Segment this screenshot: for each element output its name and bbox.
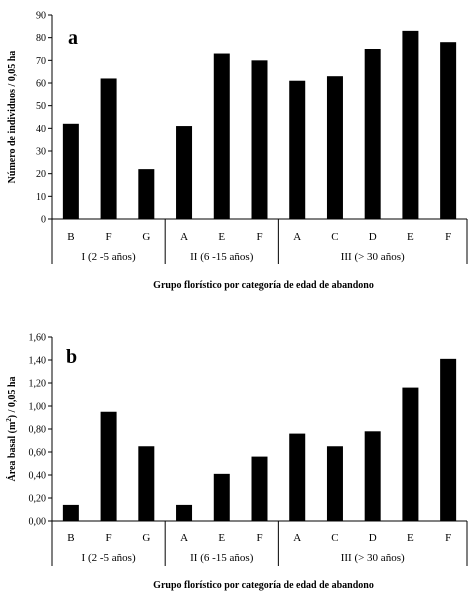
x-category-label: A [180, 532, 188, 544]
bar [289, 433, 306, 521]
y-tick-label: 1,60 [29, 333, 47, 344]
y-axis-title: Número de individuos / 0,05 ha [7, 51, 18, 184]
x-category-label: E [407, 532, 414, 544]
bar [62, 504, 79, 521]
x-category-label: E [218, 231, 225, 243]
bar [402, 387, 419, 521]
y-tick-label: 80 [36, 33, 46, 44]
chart-panel-a: 0 10 20 30 40 50 60 70 80 90 B F G A E F A C D E F I (2 -5 añ… [7, 11, 468, 291]
y-tick-label: 0,00 [29, 517, 47, 528]
bar [213, 53, 230, 220]
x-category-label: G [142, 231, 150, 243]
bar [364, 431, 381, 521]
x-category-label: F [445, 532, 451, 544]
y-tick-label: 40 [36, 124, 46, 135]
x-category-label: D [369, 532, 377, 544]
x-category-label: D [369, 231, 377, 243]
x-category-label: C [331, 532, 338, 544]
bar [213, 473, 230, 521]
y-tick-label: 0,40 [29, 471, 47, 482]
y-tick-label: 50 [36, 101, 46, 112]
x-category-label: B [67, 532, 74, 544]
x-category-label: F [256, 231, 262, 243]
x-group-label: III (> 30 años) [341, 251, 405, 263]
panel-label: a [68, 27, 78, 49]
y-tick-label: 1,00 [29, 402, 47, 413]
bar [138, 446, 155, 521]
bar [251, 60, 268, 220]
x-group-label: I (2 -5 años) [82, 552, 136, 564]
x-category-label: A [180, 231, 188, 243]
bar [176, 126, 193, 219]
x-group-label: II (6 -15 años) [190, 552, 254, 564]
bar [440, 358, 457, 521]
y-tick-label: 30 [36, 147, 46, 158]
y-axis-title-part: Área basal (m [6, 421, 18, 481]
x-category-label: F [106, 532, 112, 544]
bar [138, 169, 155, 219]
bar [364, 49, 381, 219]
x-category-label: B [67, 231, 74, 243]
x-category-label: C [331, 231, 338, 243]
bar [251, 456, 268, 521]
x-category-label: E [407, 231, 414, 243]
panel-label: b [66, 346, 77, 368]
x-category-label: A [293, 231, 301, 243]
y-axis-title-part: ) / 0,05 ha [7, 377, 18, 419]
x-category-label: E [218, 532, 225, 544]
x-axis-title: Grupo florístico por categoría de edad d… [153, 280, 374, 291]
bar [62, 123, 79, 219]
x-category-label: G [142, 532, 150, 544]
y-tick-label: 0 [41, 215, 46, 226]
x-category-label: F [106, 231, 112, 243]
y-tick-label: 70 [36, 56, 46, 67]
x-group-label: I (2 -5 años) [82, 251, 136, 263]
y-tick-label: 1,20 [29, 379, 47, 390]
y-tick-label: 60 [36, 79, 46, 90]
bar [100, 78, 117, 219]
bar [289, 80, 306, 219]
x-category-label: F [256, 532, 262, 544]
x-category-label: F [445, 231, 451, 243]
bar [326, 446, 343, 521]
x-group-label: III (> 30 años) [341, 552, 405, 564]
x-group-label: II (6 -15 años) [190, 251, 254, 263]
bar [440, 42, 457, 220]
y-tick-label: 0,20 [29, 494, 47, 505]
y-tick-label: 90 [36, 11, 46, 22]
y-tick-label: 20 [36, 169, 46, 180]
x-category-label: A [293, 532, 301, 544]
y-axis-title: Área basal (m2) / 0,05 ha [5, 377, 18, 482]
bar [100, 411, 117, 521]
y-tick-label: 10 [36, 192, 46, 203]
chart-panel-b: 0,00 0,20 0,40 0,60 0,80 1,00 1,20 1,40 1,60 B F G A… [5, 333, 468, 591]
y-tick-label: 1,40 [29, 356, 47, 367]
bar [176, 504, 193, 521]
y-tick-label: 0,60 [29, 448, 47, 459]
x-axis-title: Grupo florístico por categoría de edad d… [153, 580, 374, 591]
bar [402, 30, 419, 219]
y-tick-label: 0,80 [29, 425, 47, 436]
bar [326, 76, 343, 219]
y-axis-title-superscript: 2 [5, 418, 13, 422]
